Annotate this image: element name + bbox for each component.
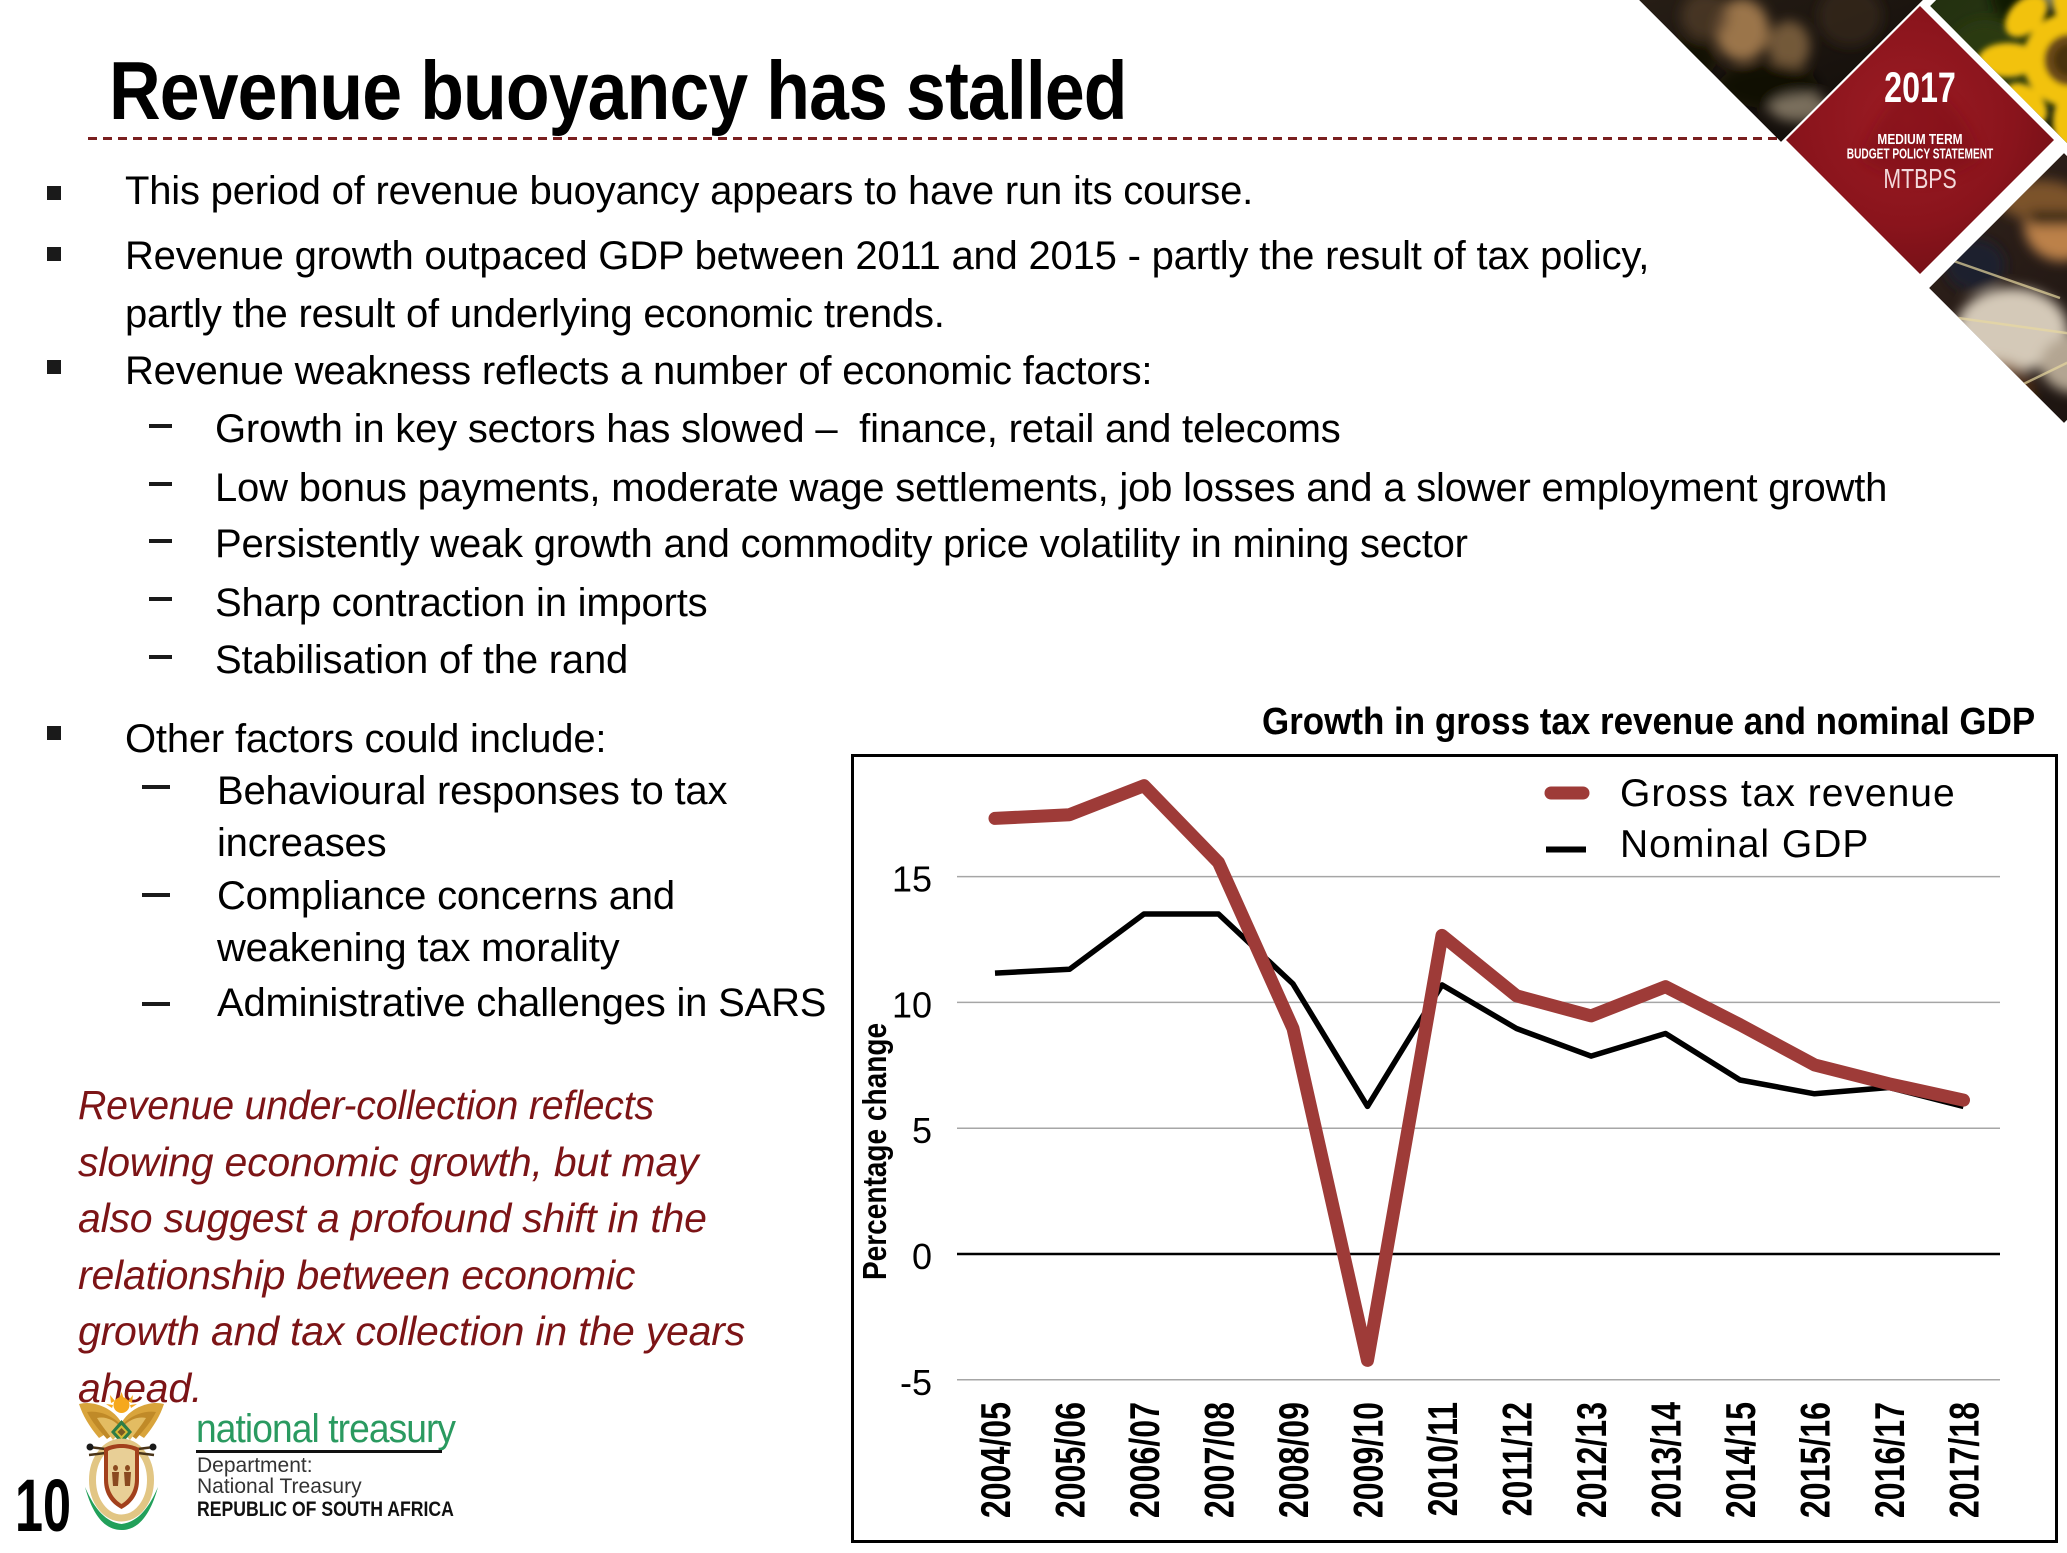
svg-text:2017/18: 2017/18	[1940, 1402, 1987, 1518]
svg-text:national treasury: national treasury	[196, 1407, 457, 1452]
svg-text:Nominal GDP: Nominal GDP	[1620, 823, 1869, 866]
svg-text:Gross tax revenue: Gross tax revenue	[1620, 772, 1956, 815]
svg-text:10: 10	[892, 984, 932, 1025]
svg-text:0: 0	[912, 1236, 932, 1277]
svg-text:MEDIUM TERM: MEDIUM TERM	[1877, 131, 1962, 147]
svg-text:2009/10: 2009/10	[1344, 1402, 1391, 1518]
svg-text:Percentage change: Percentage change	[857, 1023, 894, 1280]
svg-text:Department:: Department:	[197, 1454, 313, 1477]
svg-text:2011/12: 2011/12	[1493, 1402, 1540, 1516]
svg-text:2004/05: 2004/05	[972, 1402, 1019, 1518]
svg-text:National Treasury: National Treasury	[197, 1475, 362, 1498]
svg-text:2008/09: 2008/09	[1270, 1402, 1317, 1518]
svg-text:2016/17: 2016/17	[1866, 1402, 1913, 1518]
svg-text:2017: 2017	[1884, 65, 1956, 113]
svg-text:-5: -5	[900, 1362, 932, 1403]
svg-text:MTBPS: MTBPS	[1883, 163, 1956, 195]
svg-text:2015/16: 2015/16	[1791, 1402, 1838, 1518]
svg-text:2007/08: 2007/08	[1195, 1402, 1242, 1518]
svg-text:15: 15	[892, 859, 932, 900]
svg-text:2013/14: 2013/14	[1642, 1402, 1689, 1518]
svg-text:2006/07: 2006/07	[1121, 1402, 1168, 1518]
svg-text:2005/06: 2005/06	[1046, 1402, 1093, 1518]
svg-text:BUDGET POLICY STATEMENT: BUDGET POLICY STATEMENT	[1847, 146, 1994, 162]
svg-text:2014/15: 2014/15	[1717, 1402, 1764, 1518]
svg-text:5: 5	[912, 1110, 932, 1151]
svg-text:REPUBLIC OF SOUTH AFRICA: REPUBLIC OF SOUTH AFRICA	[197, 1498, 454, 1522]
svg-text:2012/13: 2012/13	[1568, 1402, 1615, 1518]
svg-text:2010/11: 2010/11	[1419, 1402, 1466, 1516]
